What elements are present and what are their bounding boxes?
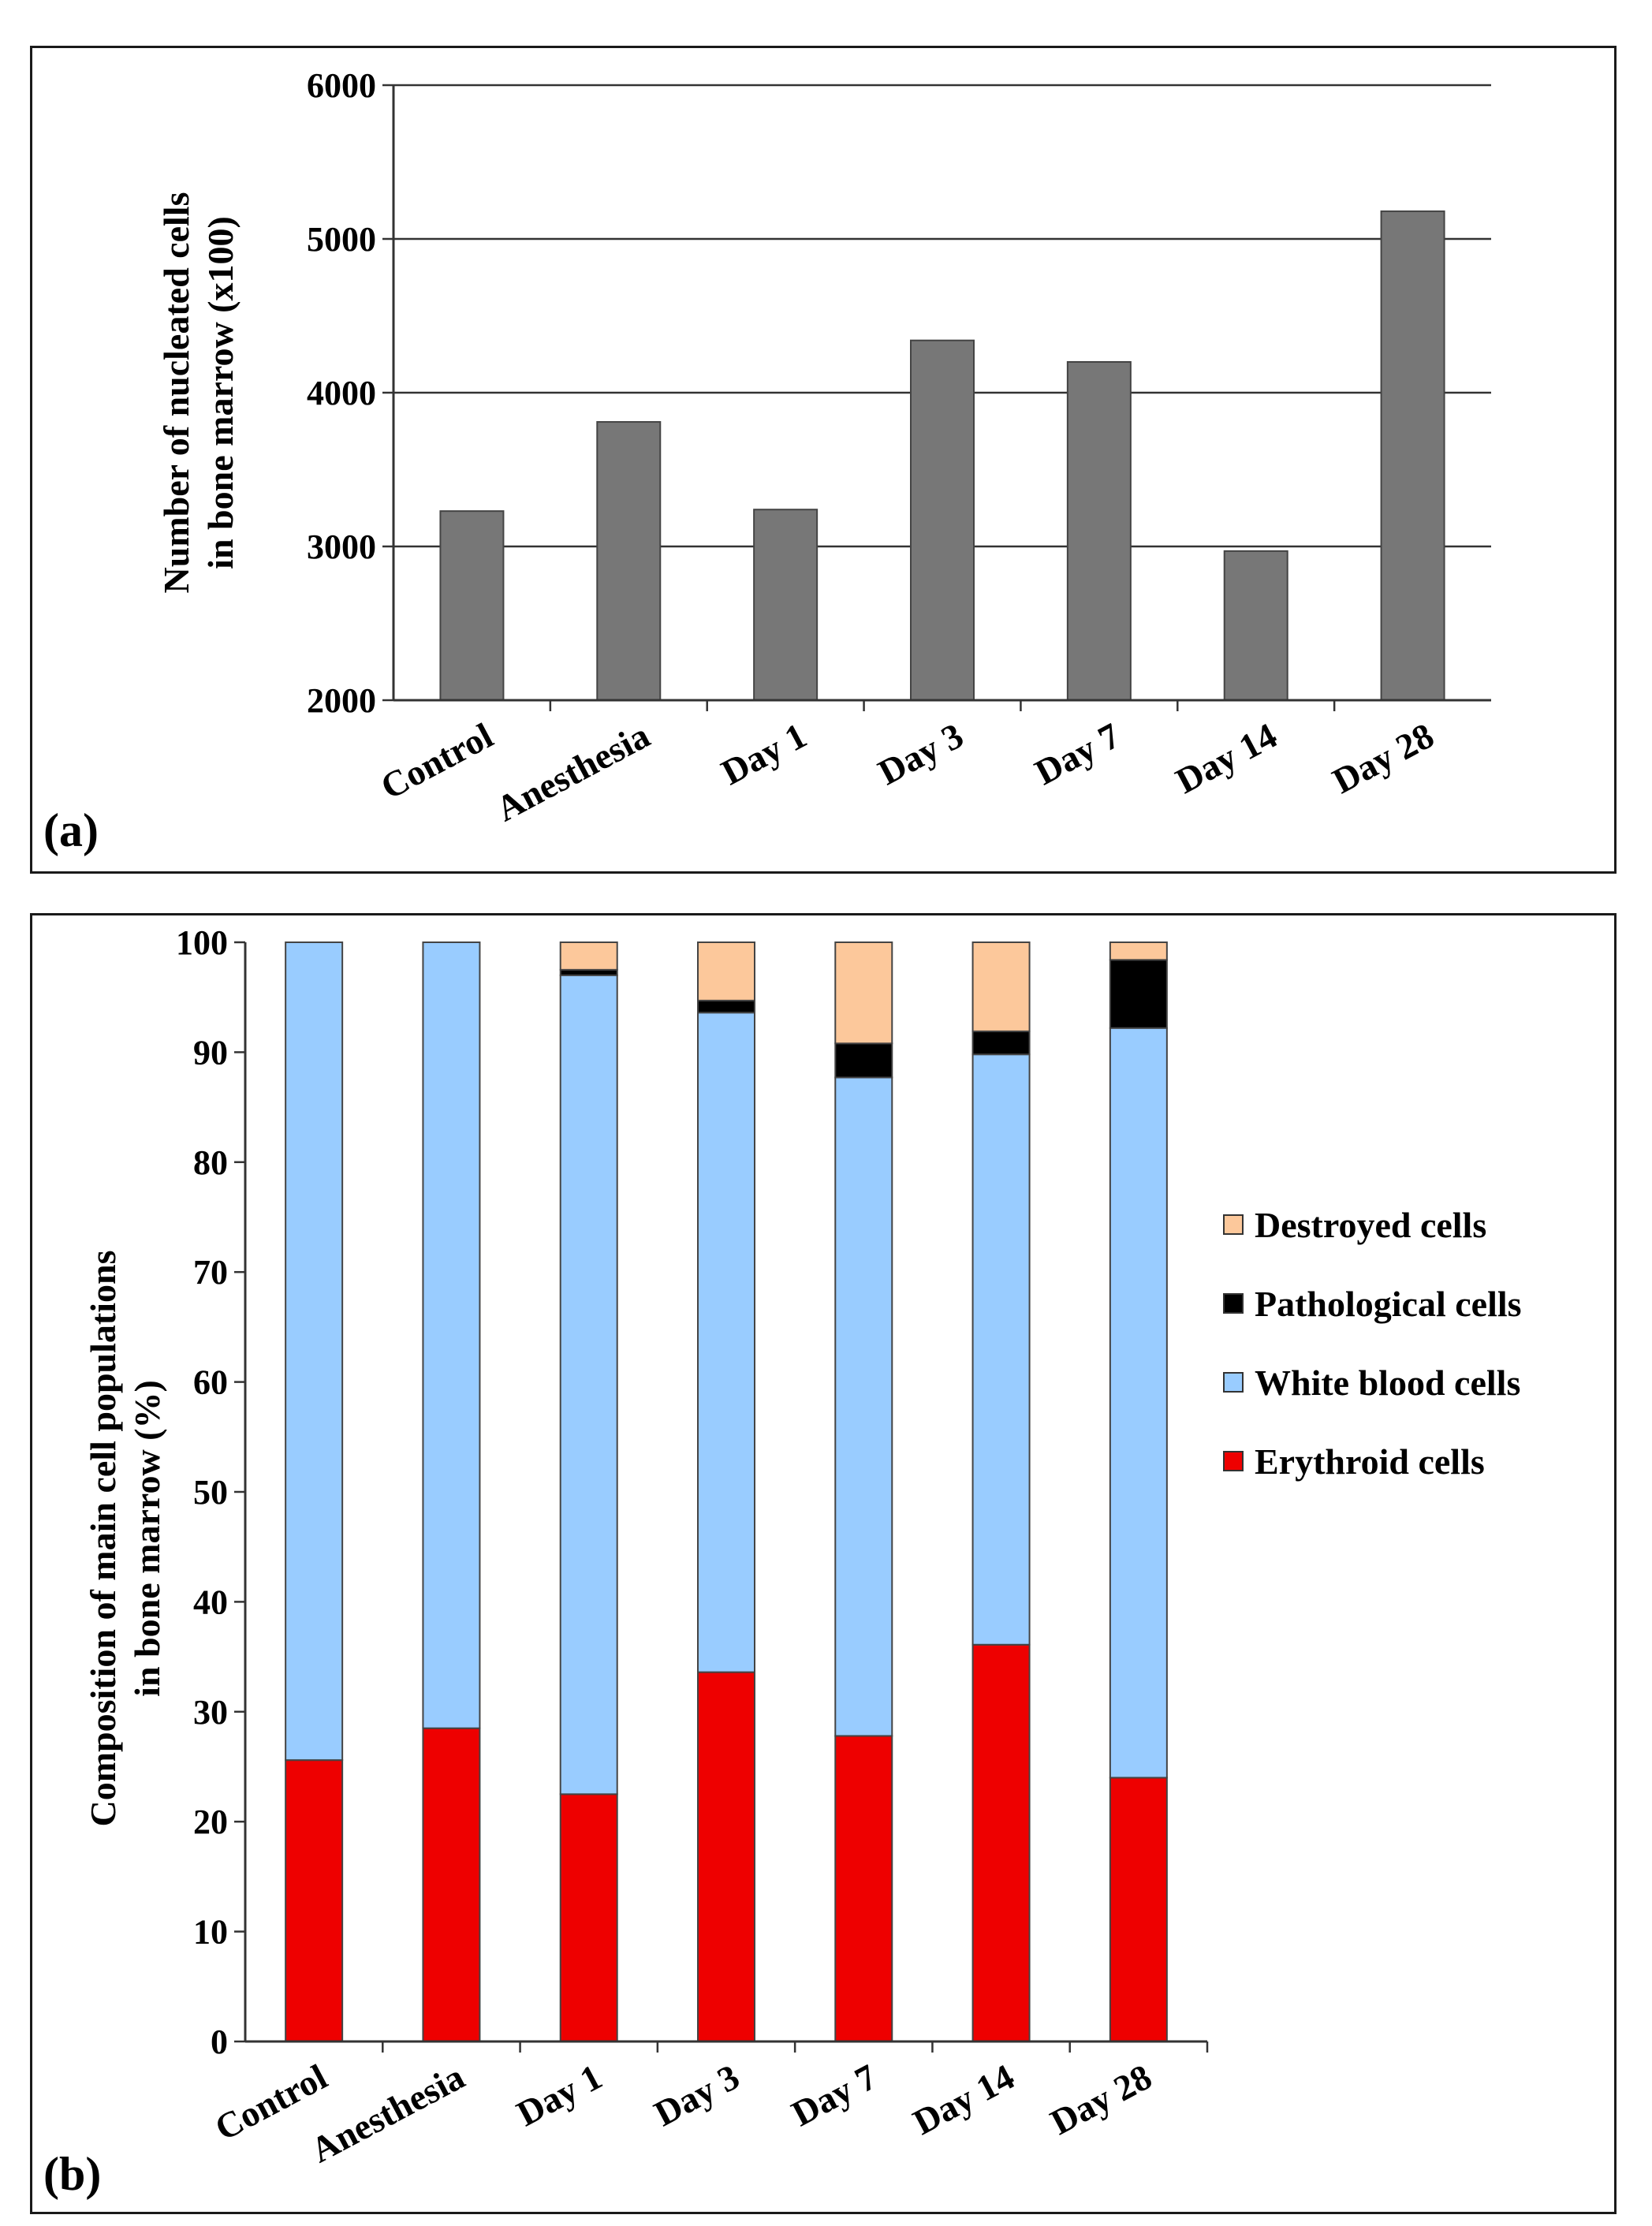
legend-swatch-destroyed xyxy=(1223,1214,1244,1235)
panel-a: 2000 3000 4000 5000 6000 Control Anesthesia Day… xyxy=(30,46,1617,874)
bar-segment-pathological-cells-day-28 xyxy=(1109,959,1168,1029)
bar-segment-white-blood-cells-day-28 xyxy=(1109,1027,1168,1779)
x-tick-label: Day 28 xyxy=(1326,715,1441,801)
x-tick-label: Anesthesia xyxy=(490,715,656,830)
y-tick-label: 0 xyxy=(211,2023,228,2061)
x-tick-label: Day 28 xyxy=(1044,2056,1158,2142)
bar-segment-white-blood-cells-day-7 xyxy=(834,1076,893,1737)
panel-b-label: (b) xyxy=(43,2148,102,2200)
bar-day-14 xyxy=(1223,550,1288,701)
legend-swatch-pathological xyxy=(1223,1293,1244,1314)
panel-b: 0 10 20 30 40 50 60 70 80 90 100 Control Anesthesia D… xyxy=(30,913,1617,2214)
y-tick-label: 4000 xyxy=(307,374,376,412)
x-tick-label: Day 1 xyxy=(714,715,812,792)
bar-segment-erythroid-cells-day-14 xyxy=(971,1643,1031,2042)
y-tick-label: 50 xyxy=(193,1473,228,1512)
bar-segment-erythroid-cells-anesthesia xyxy=(422,1727,481,2042)
y-tick-label: 20 xyxy=(193,1803,228,1841)
legend-label-erythroid: Erythroid cells xyxy=(1255,1441,1485,1482)
legend-swatch-white-blood xyxy=(1223,1372,1244,1393)
y-tick-label: 30 xyxy=(193,1693,228,1732)
y-axis-label: Composition of main cell populations in b… xyxy=(83,1251,167,1827)
legend-swatch-erythroid xyxy=(1223,1451,1244,1471)
y-tick-label: 6000 xyxy=(307,66,376,105)
legend: Destroyed cells Pathological cells White… xyxy=(1223,1185,1522,1501)
bar-control xyxy=(439,510,505,702)
bar-day-28 xyxy=(1380,210,1445,701)
bar-segment-destroyed-cells-day-28 xyxy=(1109,941,1168,961)
x-tick-label: Day 7 xyxy=(785,2056,883,2134)
bar-segment-erythroid-cells-day-28 xyxy=(1109,1777,1168,2042)
y-axis-label-line: in bone marrow (x100) xyxy=(200,216,241,569)
y-tick-label: 2000 xyxy=(307,681,376,720)
bar-segment-white-blood-cells-control xyxy=(285,941,344,1762)
bar-segment-erythroid-cells-day-1 xyxy=(559,1793,618,2042)
y-axis-label-line: Number of nucleated cells xyxy=(156,192,196,594)
bar-segment-pathological-cells-day-7 xyxy=(834,1042,893,1079)
y-axis-label: Number of nucleated cells in bone marrow … xyxy=(156,192,241,594)
x-tick-label: Anesthesia xyxy=(304,2056,471,2171)
bar-day-1 xyxy=(753,509,819,702)
bar-segment-erythroid-cells-control xyxy=(285,1759,344,2042)
y-tick-label: 90 xyxy=(193,1033,228,1072)
legend-label-destroyed: Destroyed cells xyxy=(1255,1204,1487,1245)
bar-segment-destroyed-cells-day-14 xyxy=(971,941,1031,1032)
y-axis-label-line: in bone marrow (%) xyxy=(127,1380,167,1697)
bar-segment-pathological-cells-day-3 xyxy=(697,999,755,1014)
bar-segment-white-blood-cells-day-14 xyxy=(971,1053,1031,1646)
bar-segment-erythroid-cells-day-3 xyxy=(697,1671,755,2043)
legend-item-erythroid: Erythroid cells xyxy=(1223,1422,1522,1501)
y-tick-label: 80 xyxy=(193,1143,228,1182)
bar-segment-white-blood-cells-day-3 xyxy=(697,1012,755,1673)
y-axis-label-line: Composition of main cell populations xyxy=(83,1251,123,1827)
legend-label-white-blood: White blood cells xyxy=(1255,1362,1521,1403)
y-tick-label: 60 xyxy=(193,1363,228,1402)
y-tick-label: 10 xyxy=(193,1913,228,1952)
bar-segment-destroyed-cells-day-1 xyxy=(559,941,618,971)
bar-day-7 xyxy=(1066,361,1132,701)
bar-segment-destroyed-cells-day-7 xyxy=(834,941,893,1045)
legend-label-pathological: Pathological cells xyxy=(1255,1283,1522,1324)
legend-item-pathological: Pathological cells xyxy=(1223,1264,1522,1343)
y-tick-label: 5000 xyxy=(307,220,376,259)
bar-segment-destroyed-cells-day-3 xyxy=(697,941,755,1001)
x-tick-label: Day 7 xyxy=(1028,715,1126,792)
bar-segment-white-blood-cells-anesthesia xyxy=(422,941,481,1729)
bar-segment-pathological-cells-day-1 xyxy=(559,968,618,976)
bar-day-3 xyxy=(910,339,975,701)
bar-segment-pathological-cells-day-14 xyxy=(971,1030,1031,1056)
y-tick-label: 40 xyxy=(193,1583,228,1621)
x-tick-label: Day 3 xyxy=(871,715,969,792)
legend-item-destroyed: Destroyed cells xyxy=(1223,1185,1522,1264)
x-tick-label: Control xyxy=(375,715,500,807)
bar-segment-erythroid-cells-day-7 xyxy=(834,1735,893,2043)
panel-a-label: (a) xyxy=(43,804,99,856)
bar-anesthesia xyxy=(596,421,662,701)
x-tick-label: Day 14 xyxy=(1169,715,1284,801)
x-tick-label: Day 3 xyxy=(647,2056,745,2134)
legend-item-white-blood: White blood cells xyxy=(1223,1343,1522,1422)
y-tick-label: 3000 xyxy=(307,528,376,566)
bar-segment-white-blood-cells-day-1 xyxy=(559,974,618,1795)
x-tick-label: Day 1 xyxy=(510,2056,608,2134)
y-tick-label: 70 xyxy=(193,1253,228,1292)
y-tick-label: 100 xyxy=(176,923,228,962)
x-tick-label: Day 14 xyxy=(907,2056,1021,2142)
